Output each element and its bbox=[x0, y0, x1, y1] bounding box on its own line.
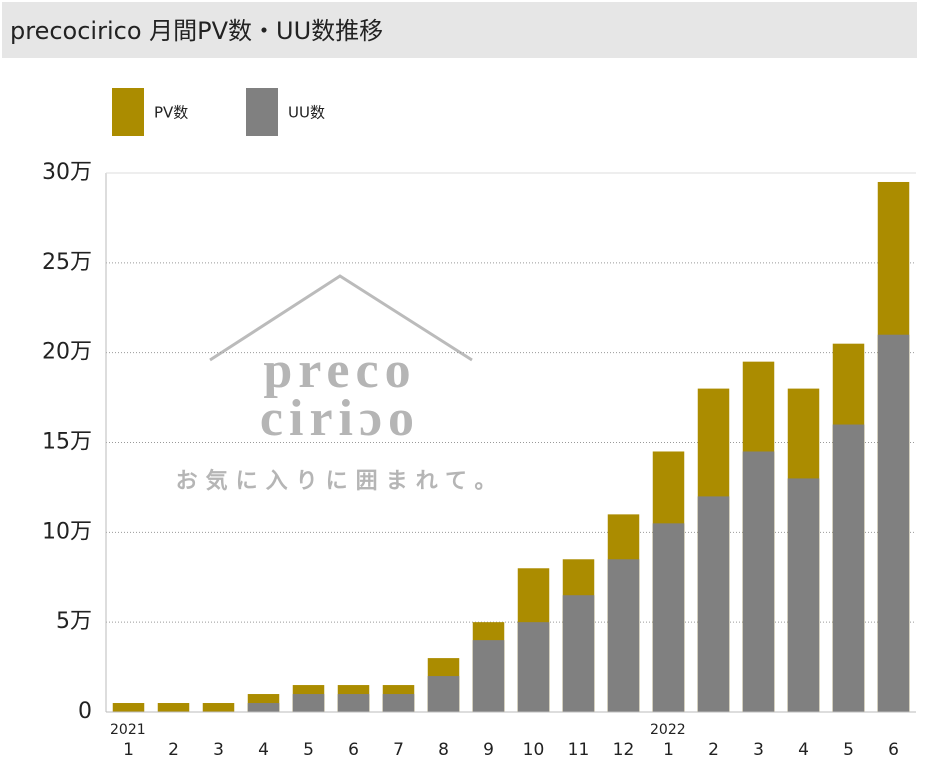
bar bbox=[652, 523, 685, 712]
bar bbox=[112, 703, 145, 712]
x-group-label: 2021 bbox=[110, 722, 146, 738]
bar bbox=[292, 694, 325, 712]
y-tick-label: 30万 bbox=[42, 160, 92, 185]
y-tick-label: 25万 bbox=[42, 250, 92, 275]
x-tick-label: 4 bbox=[798, 740, 809, 760]
legend-swatch bbox=[112, 88, 144, 136]
bar bbox=[517, 622, 550, 712]
legend-label: UU数 bbox=[288, 104, 325, 122]
bar bbox=[247, 703, 280, 712]
legend-label: PV数 bbox=[154, 104, 188, 122]
watermark-text: preco bbox=[263, 342, 416, 399]
x-tick-label: 12 bbox=[613, 740, 635, 760]
legend-swatch bbox=[246, 88, 278, 136]
x-tick-label: 2 bbox=[168, 740, 179, 760]
watermark-roof bbox=[209, 274, 473, 362]
bar bbox=[787, 478, 820, 712]
x-tick-label: 4 bbox=[258, 740, 269, 760]
x-tick-label: 6 bbox=[348, 740, 359, 760]
x-tick-label: 3 bbox=[753, 740, 764, 760]
x-group-label: 2022 bbox=[650, 722, 686, 738]
x-tick-label: 7 bbox=[393, 740, 404, 760]
x-tick-label: 1 bbox=[663, 740, 674, 760]
x-tick-label: 10 bbox=[523, 740, 545, 760]
bar bbox=[832, 424, 865, 712]
watermark-text: お気に入りに囲まれて。 bbox=[176, 468, 505, 494]
x-tick-label: 6 bbox=[888, 740, 899, 760]
y-tick-label: 0 bbox=[78, 699, 92, 724]
x-tick-label: 1 bbox=[123, 740, 134, 760]
bar bbox=[382, 694, 415, 712]
bar bbox=[877, 334, 910, 712]
y-tick-label: 10万 bbox=[42, 519, 92, 544]
y-tick-label: 5万 bbox=[56, 609, 92, 634]
watermark-text: ciriɔo bbox=[260, 390, 420, 447]
bar bbox=[472, 640, 505, 712]
bar bbox=[337, 694, 370, 712]
bar bbox=[202, 703, 235, 712]
x-tick-label: 9 bbox=[483, 740, 494, 760]
title-bar bbox=[2, 2, 917, 58]
bar bbox=[697, 496, 730, 712]
y-tick-label: 15万 bbox=[42, 430, 92, 455]
x-tick-label: 3 bbox=[213, 740, 224, 760]
x-tick-label: 5 bbox=[843, 740, 854, 760]
bar bbox=[607, 559, 640, 712]
y-tick-label: 20万 bbox=[42, 340, 92, 365]
x-tick-label: 8 bbox=[438, 740, 449, 760]
bar bbox=[157, 703, 190, 712]
bar bbox=[742, 451, 775, 712]
bar bbox=[427, 676, 460, 712]
x-tick-label: 11 bbox=[568, 740, 590, 760]
chart-title: precocirico 月間PV数・UU数推移 bbox=[10, 17, 383, 45]
x-tick-label: 5 bbox=[303, 740, 314, 760]
x-tick-label: 2 bbox=[708, 740, 719, 760]
bar bbox=[562, 595, 595, 712]
